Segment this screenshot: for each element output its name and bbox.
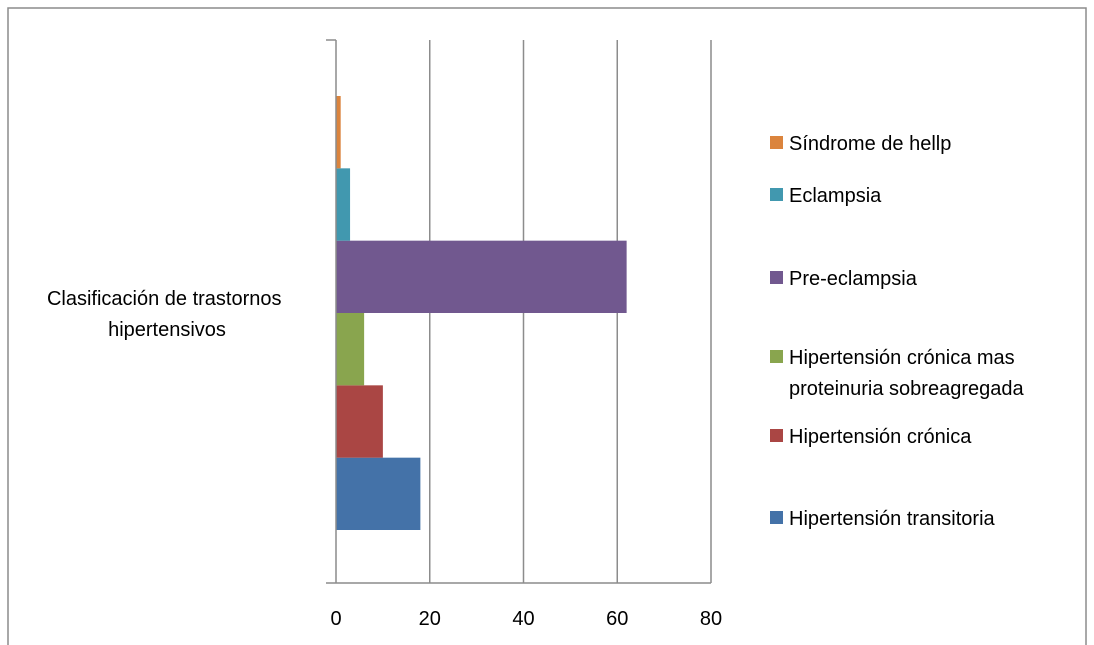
axes: [326, 39, 711, 584]
bars: [336, 96, 627, 530]
bar-síndrome-de-hellp: [336, 96, 341, 169]
x-tick-labels: 0 20 40 60 80: [330, 608, 722, 630]
category-label-line-1: Clasificación de trastornos: [47, 288, 282, 310]
category-label-line-2: hipertensivos: [108, 319, 226, 341]
legend-swatch: [770, 511, 783, 524]
legend-swatch: [770, 429, 783, 442]
legend-item: Hipertensión crónica mas proteinuria sobr…: [770, 347, 1024, 400]
x-tick-label: 80: [700, 608, 722, 630]
legend-swatch: [770, 136, 783, 149]
legend-swatch: [770, 271, 783, 284]
legend: Síndrome de hellp Eclampsia Pre-eclampsia H…: [770, 133, 1024, 530]
legend-swatch: [770, 188, 783, 201]
chart-frame: [7, 7, 1087, 645]
legend-item: Eclampsia: [770, 185, 882, 207]
legend-label: Síndrome de hellp: [789, 133, 951, 155]
bar-hipertensión-crónica: [336, 385, 383, 458]
bar-pre-eclampsia: [336, 240, 627, 313]
legend-label: Hipertensión crónica mas proteinuria sobr…: [789, 347, 1024, 400]
x-tick-label: 60: [606, 608, 628, 630]
x-tick-label: 40: [512, 608, 534, 630]
legend-item: Hipertensión crónica: [770, 426, 972, 448]
legend-item: Síndrome de hellp: [770, 133, 951, 155]
legend-item: Pre-eclampsia: [770, 268, 918, 290]
bar-hipertensión-transitoria: [336, 457, 421, 530]
bar-hipertensión-crónica-mas-proteinuria-sobreagregada: [336, 313, 365, 386]
legend-label: Pre-eclampsia: [789, 268, 918, 290]
bar-eclampsia: [336, 168, 351, 241]
x-tick-label: 0: [330, 608, 341, 630]
legend-label: Hipertensión transitoria: [789, 508, 996, 530]
legend-label: Eclampsia: [789, 185, 882, 207]
legend-label: Hipertensión crónica: [789, 426, 972, 448]
x-tick-label: 20: [419, 608, 441, 630]
category-label: Clasificación de trastornos hipertensivo…: [47, 288, 287, 341]
legend-item: Hipertensión transitoria: [770, 508, 996, 530]
legend-swatch: [770, 350, 783, 363]
